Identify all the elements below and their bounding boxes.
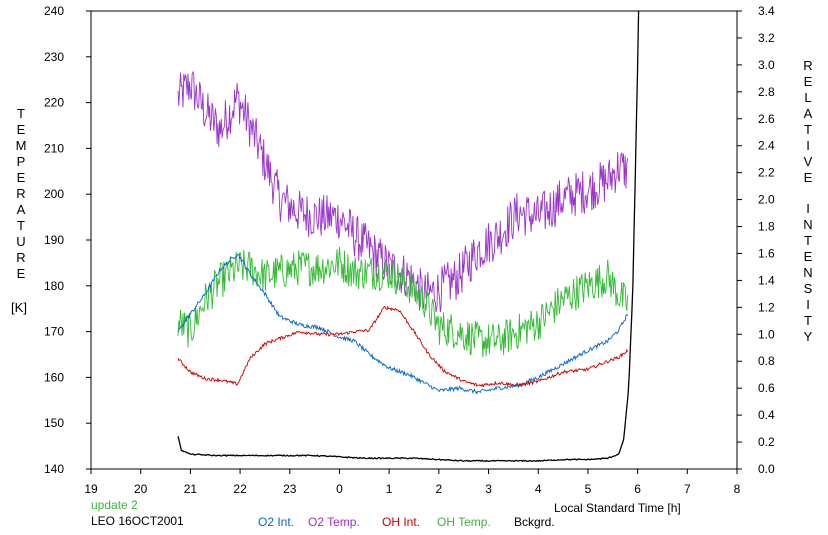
left-label-letter: E	[17, 170, 26, 185]
x-tick-label: 22	[233, 482, 247, 496]
right-tick-label: 1.6	[758, 246, 775, 260]
x-tick-label: 3	[485, 482, 492, 496]
x-axis-label: Local Standard Time [h]	[554, 501, 681, 515]
left-tick-label: 140	[44, 462, 64, 476]
left-label-letter: P	[17, 154, 26, 169]
x-tick-label: 1	[386, 482, 393, 496]
x-tick-label: 20	[134, 482, 148, 496]
right-tick-label: 1.2	[758, 300, 775, 314]
left-tick-label: 170	[44, 325, 64, 339]
series-line-bckgrd	[177, 10, 640, 463]
left-label-letter: A	[17, 202, 26, 217]
right-tick-label: 2.0	[758, 193, 775, 207]
left-tick-label: 200	[44, 187, 64, 201]
left-label-letter: M	[16, 138, 27, 153]
x-tick-label: 4	[535, 482, 542, 496]
left-tick-label: 220	[44, 96, 64, 110]
right-axis-ticks: 0.0 0.2 0.4 0.6 0.8 1.0 1.2 1.4 1.6 1.8 2.0 2.2 2.4 2…	[737, 4, 775, 476]
legend: O2 Int. O2 Temp. OH Int. OH Temp. Bckgrd.	[258, 515, 555, 529]
right-label-letter: T	[804, 313, 812, 328]
x-tick-label: 23	[283, 482, 297, 496]
left-axis-unit: [K]	[11, 300, 27, 315]
right-tick-label: 2.4	[758, 139, 775, 153]
right-label-letter: N	[803, 265, 812, 280]
right-tick-label: 2.2	[758, 166, 775, 180]
right-label-letter: I	[806, 138, 810, 153]
footer-update: update 2	[91, 498, 138, 512]
x-tick-label: 6	[634, 482, 641, 496]
right-label-letter: I	[806, 201, 810, 216]
footer-station: LEO 16OCT2001	[91, 514, 184, 528]
left-label-letter: E	[17, 122, 26, 137]
right-label-letter: N	[803, 217, 812, 232]
left-label-letter: T	[17, 218, 25, 233]
legend-item: Bckgrd.	[514, 515, 555, 529]
right-tick-label: 1.8	[758, 220, 775, 234]
right-tick-label: 0.0	[758, 462, 775, 476]
left-tick-label: 210	[44, 141, 64, 155]
left-label-letter: R	[16, 186, 25, 201]
right-tick-label: 3.2	[758, 31, 775, 45]
x-tick-label: 0	[336, 482, 343, 496]
left-label-letter: U	[16, 234, 25, 249]
right-tick-label: 1.0	[758, 327, 775, 341]
series-line-oh-int	[177, 305, 629, 388]
right-label-letter: T	[804, 233, 812, 248]
x-tick-label: 2	[436, 482, 443, 496]
left-tick-label: 160	[44, 370, 64, 384]
legend-item: OH Int.	[382, 515, 420, 529]
right-tick-label: 0.8	[758, 354, 775, 368]
right-tick-label: 2.8	[758, 85, 775, 99]
x-tick-label: 7	[684, 482, 691, 496]
left-tick-label: 150	[44, 416, 64, 430]
left-label-letter: E	[17, 266, 26, 281]
left-axis-ticks: 140 150 160 170 180 190 200 210 220 230 240	[44, 4, 91, 476]
left-label-letter: R	[16, 250, 25, 265]
right-label-letter: S	[804, 281, 813, 296]
series-line-o2-int	[177, 253, 629, 395]
right-label-letter: A	[804, 106, 813, 121]
right-tick-label: 1.4	[758, 273, 775, 287]
right-label-letter: R	[803, 58, 812, 73]
right-tick-label: 0.6	[758, 381, 775, 395]
series-lines	[177, 10, 640, 463]
x-tick-label: 21	[184, 482, 198, 496]
legend-item: OH Temp.	[437, 515, 491, 529]
x-axis-ticks: 19 20 21 22 23 0 1 2 3 4 5 6 7 8	[84, 469, 741, 496]
left-label-letter: T	[17, 106, 25, 121]
right-label-letter: E	[804, 170, 813, 185]
right-tick-label: 3.0	[758, 58, 775, 72]
legend-item: O2 Temp.	[308, 515, 360, 529]
right-label-letter: Y	[804, 329, 813, 344]
right-label-letter: E	[804, 74, 813, 89]
right-label-letter: T	[804, 122, 812, 137]
right-tick-label: 3.4	[758, 4, 775, 18]
right-label-letter: L	[804, 90, 811, 105]
legend-item: O2 Int.	[258, 515, 294, 529]
left-tick-label: 180	[44, 279, 64, 293]
right-label-letter: E	[804, 249, 813, 264]
right-tick-label: 2.6	[758, 112, 775, 126]
x-tick-label: 8	[734, 482, 741, 496]
left-tick-label: 190	[44, 233, 64, 247]
right-label-letter: I	[806, 297, 810, 312]
right-tick-label: 0.4	[758, 408, 775, 422]
left-tick-label: 240	[44, 4, 64, 18]
right-tick-label: 0.2	[758, 435, 775, 449]
x-tick-label: 19	[84, 482, 98, 496]
x-tick-label: 5	[585, 482, 592, 496]
series-line-oh-temp	[177, 246, 629, 358]
left-tick-label: 230	[44, 50, 64, 64]
right-label-letter: V	[804, 154, 813, 169]
series-line-o2-temp	[177, 70, 629, 313]
